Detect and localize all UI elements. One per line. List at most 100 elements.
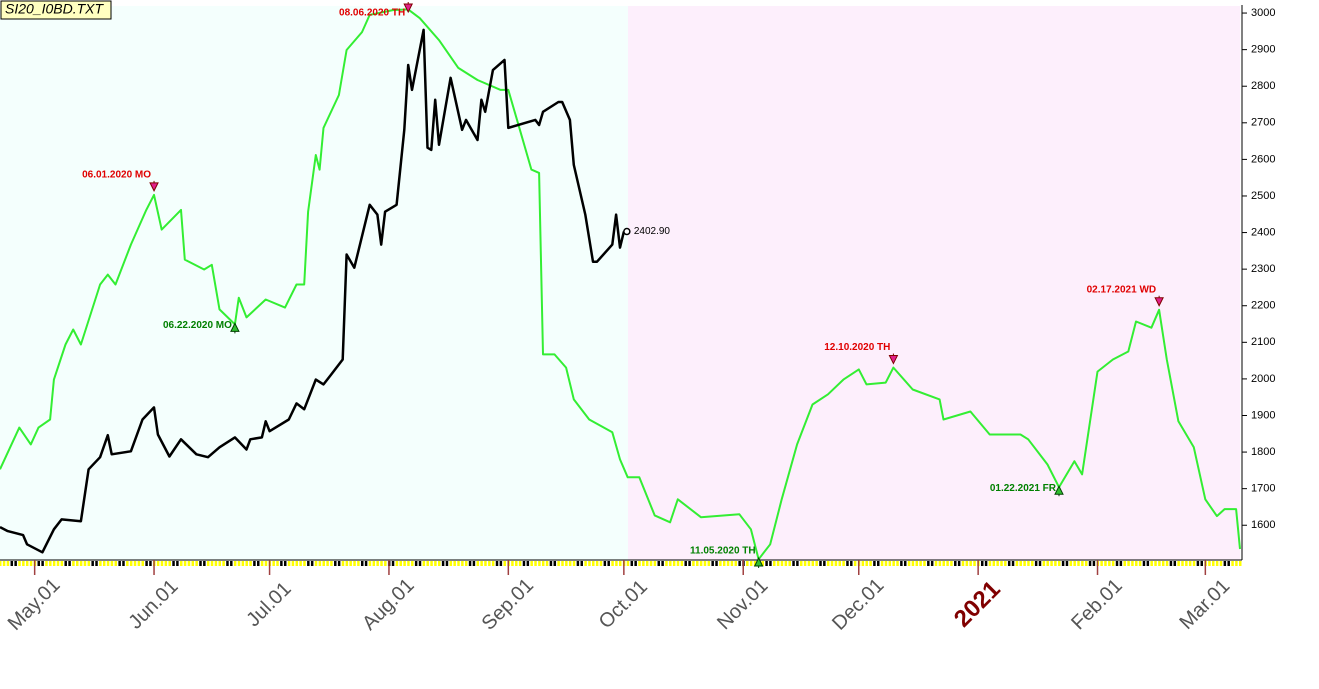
day-tick [769, 561, 772, 566]
day-tick [934, 561, 938, 566]
day-tick [106, 561, 110, 566]
title-box [0, 0, 112, 20]
x-tick-label: Jul.01 [242, 578, 295, 631]
day-tick [657, 561, 661, 566]
day-tick [984, 561, 988, 566]
day-tick [561, 561, 564, 566]
day-tick [480, 561, 483, 566]
y-tick-label: 3000 [1251, 7, 1275, 19]
day-tick [1135, 561, 1138, 566]
day-tick [102, 561, 106, 566]
day-tick [364, 561, 368, 566]
day-tick [1050, 561, 1053, 566]
day-tick [545, 561, 549, 566]
day-tick [380, 561, 383, 566]
day-tick [118, 561, 121, 566]
day-tick [280, 561, 283, 566]
day-tick [1127, 561, 1130, 566]
day-tick [1227, 561, 1230, 566]
day-tick [954, 561, 957, 566]
day-tick [649, 561, 653, 566]
day-tick [1235, 561, 1238, 566]
day-tick [1084, 561, 1088, 566]
y-tick-label: 2100 [1251, 336, 1275, 348]
day-tick [642, 561, 645, 566]
day-tick [707, 561, 711, 566]
day-tick [761, 561, 764, 566]
day-tick [711, 561, 714, 566]
trough-marker [230, 322, 240, 332]
day-tick [241, 561, 245, 566]
x-tick-label: May.01 [4, 574, 65, 635]
day-tick [576, 561, 580, 566]
day-tick [83, 561, 87, 566]
day-tick [461, 561, 464, 566]
day-tick [6, 561, 10, 566]
day-tick [56, 561, 60, 566]
day-tick [14, 561, 17, 566]
x-tick-label: Sep.01 [478, 574, 538, 634]
day-tick [334, 561, 337, 566]
day-tick [49, 561, 52, 566]
day-tick [1215, 561, 1219, 566]
day-tick [1065, 561, 1069, 566]
day-tick [187, 561, 191, 566]
day-tick [1077, 561, 1080, 566]
day-tick [87, 561, 91, 566]
day-tick [22, 561, 25, 566]
day-tick [957, 561, 961, 566]
x-tick-label: Feb.01 [1067, 575, 1127, 635]
day-tick [923, 561, 926, 566]
day-tick [430, 561, 433, 566]
day-tick [661, 561, 664, 566]
day-tick [1004, 561, 1007, 566]
day-tick [619, 561, 622, 566]
day-tick [414, 561, 418, 566]
day-tick [484, 561, 487, 566]
day-tick [850, 561, 853, 566]
day-tick [703, 561, 707, 566]
day-tick [1000, 561, 1003, 566]
day-tick [1181, 561, 1184, 566]
day-tick [206, 561, 210, 566]
day-tick [422, 561, 426, 566]
day-tick [834, 561, 838, 566]
day-tick [1142, 561, 1146, 566]
day-tick [630, 561, 634, 566]
y-tick-label: 2800 [1251, 80, 1275, 92]
end-marker [623, 227, 631, 236]
y-tick-label: 2500 [1251, 190, 1275, 202]
day-tick [846, 561, 849, 566]
day-tick [476, 561, 480, 566]
day-tick [823, 561, 826, 566]
day-tick [688, 561, 691, 566]
day-tick [441, 561, 445, 566]
day-tick [1088, 561, 1092, 566]
peak-marker [149, 182, 159, 192]
day-tick [1042, 561, 1046, 566]
day-tick [826, 561, 830, 566]
day-tick [129, 561, 133, 566]
day-tick [572, 561, 576, 566]
day-tick [1177, 561, 1180, 566]
day-tick [819, 561, 822, 566]
day-tick [145, 561, 148, 566]
day-tick [869, 561, 872, 566]
day-tick [1081, 561, 1084, 566]
day-tick [472, 561, 476, 566]
day-tick [495, 561, 499, 566]
day-tick [199, 561, 202, 566]
day-tick [503, 561, 506, 566]
day-tick [538, 561, 541, 566]
day-tick [680, 561, 684, 566]
day-tick [830, 561, 834, 566]
day-tick [676, 561, 680, 566]
day-tick [722, 561, 726, 566]
day-tick [79, 561, 83, 566]
day-tick [222, 561, 225, 566]
day-tick [1111, 561, 1115, 566]
x-tick-label: Nov.01 [713, 575, 772, 634]
day-tick [511, 561, 514, 566]
day-tick [669, 561, 672, 566]
day-tick [0, 561, 2, 566]
